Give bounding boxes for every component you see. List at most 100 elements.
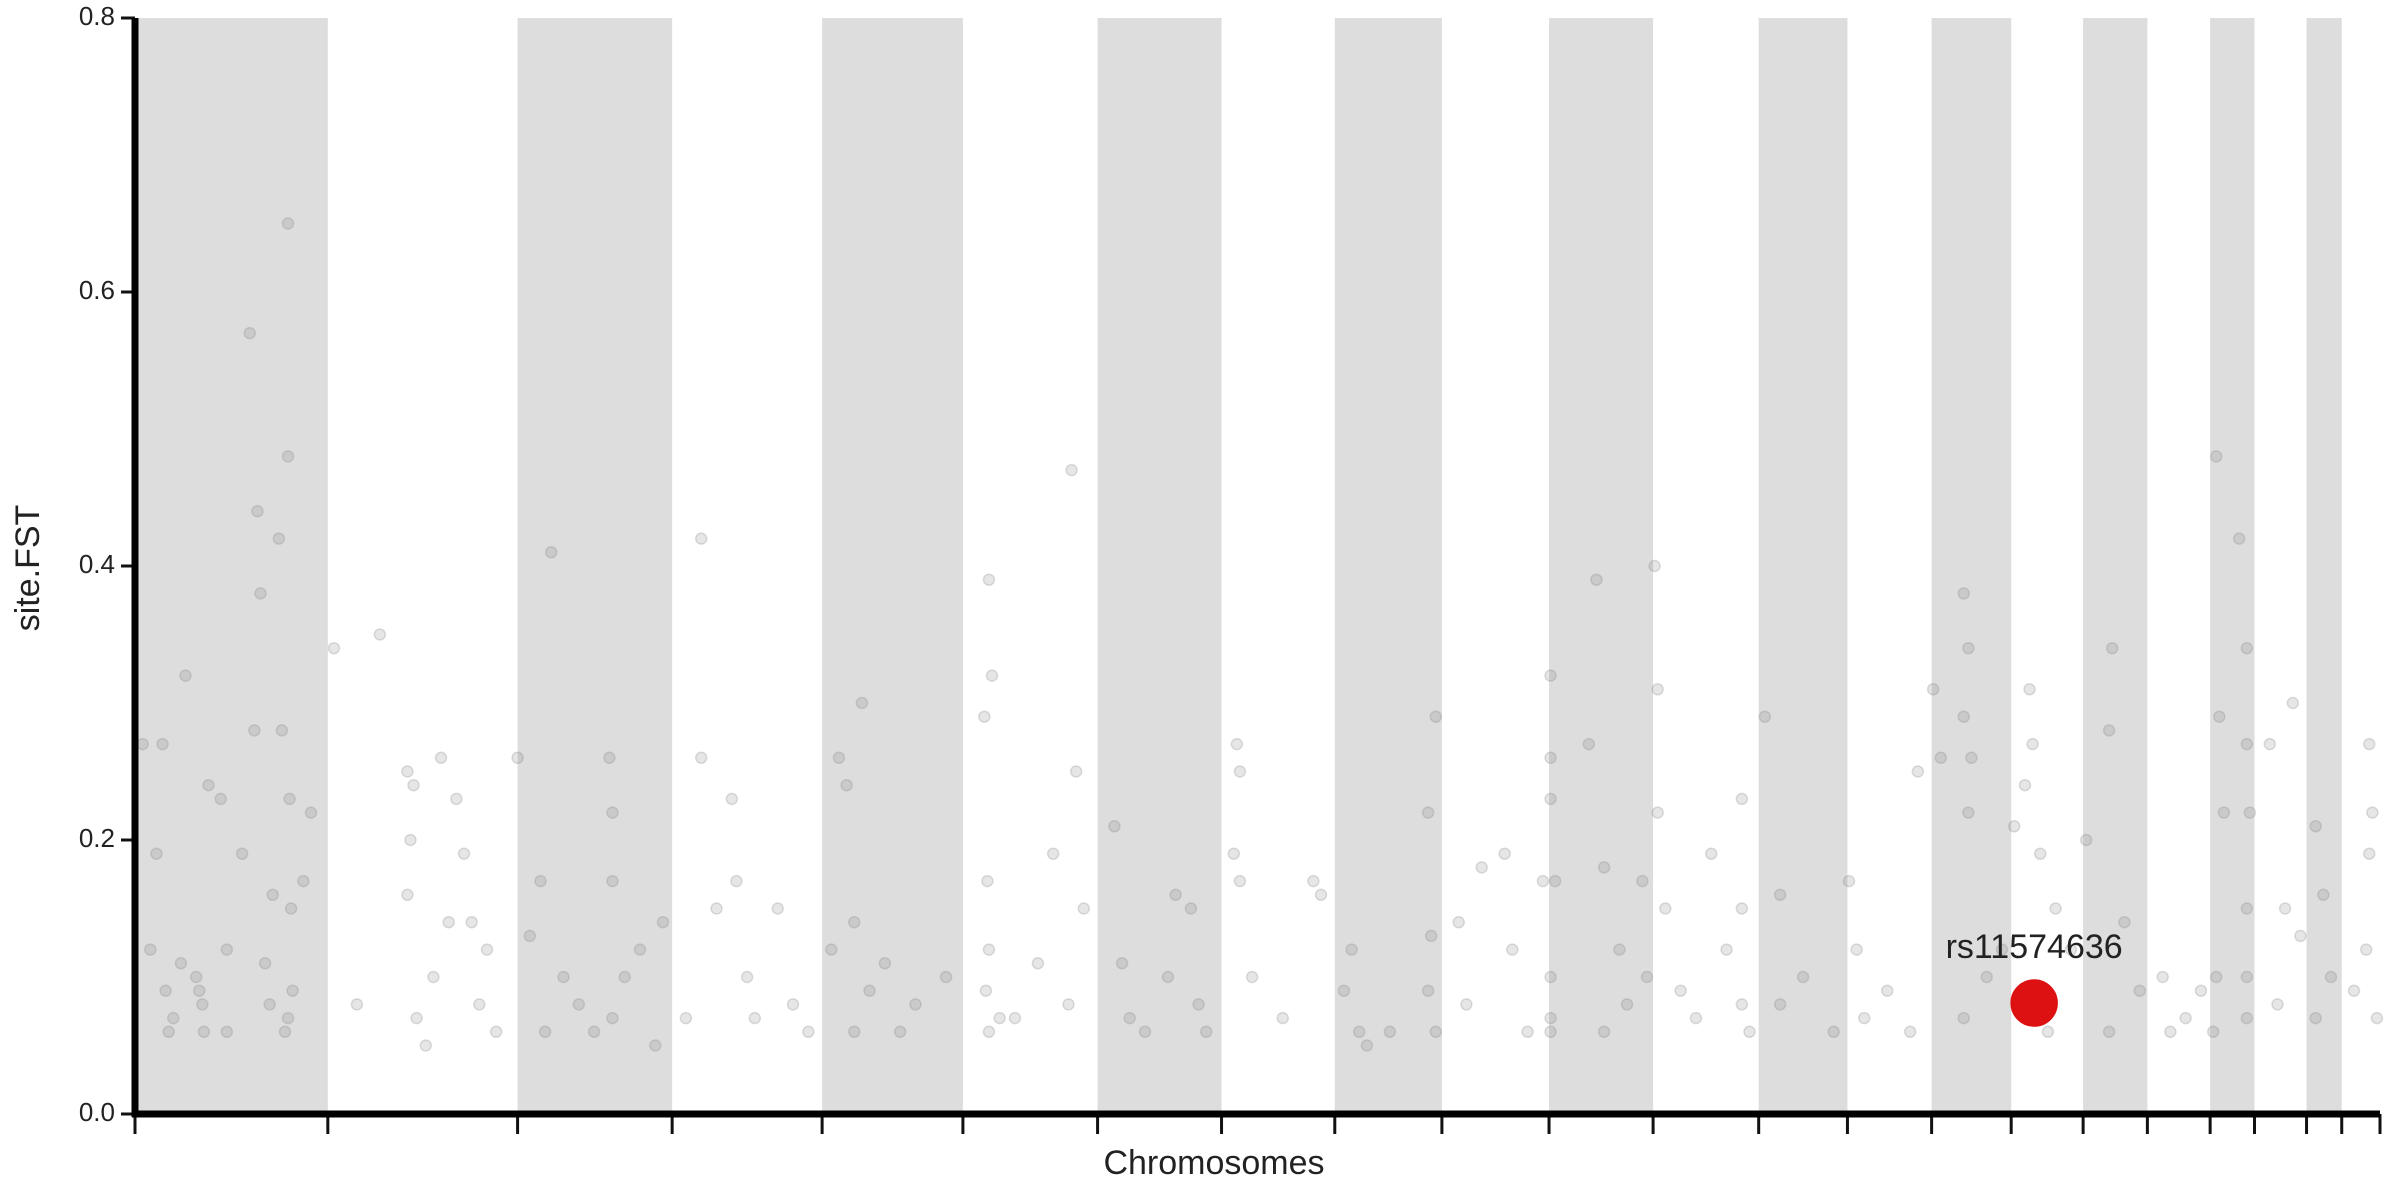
point xyxy=(893,1025,907,1039)
x-axis-label: Chromosomes xyxy=(1103,1144,1324,1182)
point xyxy=(2324,970,2338,984)
point xyxy=(1345,943,1358,956)
point xyxy=(1276,1011,1290,1025)
point xyxy=(1230,737,1244,751)
point xyxy=(2271,998,2284,1011)
point xyxy=(1460,998,1473,1011)
point xyxy=(979,984,993,997)
point xyxy=(802,1025,815,1039)
point xyxy=(1704,847,1718,860)
point xyxy=(679,1011,693,1025)
point xyxy=(2363,737,2376,751)
point xyxy=(2370,1011,2384,1025)
point xyxy=(350,998,364,1011)
point xyxy=(283,792,296,806)
point xyxy=(1108,820,1121,833)
point xyxy=(1758,710,1772,723)
point xyxy=(1934,751,1948,765)
point xyxy=(404,833,417,847)
chromosome-band xyxy=(2306,18,2342,1114)
point xyxy=(2286,696,2300,710)
point xyxy=(159,984,172,997)
point xyxy=(1337,984,1351,997)
point xyxy=(297,874,310,888)
point xyxy=(1421,806,1435,819)
point xyxy=(1620,998,1634,1011)
point xyxy=(2156,970,2169,984)
point xyxy=(266,888,279,902)
point xyxy=(2041,1025,2055,1039)
point xyxy=(694,532,708,545)
y-tick-label: 0.8 xyxy=(79,1,115,31)
point xyxy=(606,1011,619,1025)
point xyxy=(985,669,999,682)
point xyxy=(243,326,257,340)
point xyxy=(220,1025,234,1039)
point xyxy=(740,970,754,984)
point xyxy=(2105,641,2119,655)
chromosome-band xyxy=(135,18,328,1114)
chromosome-band xyxy=(2210,18,2255,1114)
point xyxy=(284,902,298,915)
point xyxy=(1475,861,1488,874)
point xyxy=(878,957,892,970)
point xyxy=(587,1025,601,1039)
point xyxy=(545,546,558,559)
point xyxy=(1227,847,1241,860)
point xyxy=(136,737,149,751)
point xyxy=(327,641,341,655)
point xyxy=(1720,943,1733,956)
point xyxy=(1850,943,1863,956)
point xyxy=(1184,902,1198,915)
point xyxy=(1735,792,1749,806)
point xyxy=(1648,559,1661,573)
chromosome-band xyxy=(1097,18,1222,1114)
point xyxy=(1674,984,1687,997)
y-tick-label: 0.6 xyxy=(79,275,115,305)
point xyxy=(1962,806,1975,819)
point xyxy=(419,1039,433,1052)
point xyxy=(281,450,295,463)
point xyxy=(1613,943,1626,956)
point xyxy=(1521,1025,1534,1039)
point xyxy=(748,1011,762,1025)
point xyxy=(275,724,289,737)
point xyxy=(2194,984,2208,997)
point xyxy=(855,696,869,710)
point xyxy=(193,984,206,997)
point xyxy=(1065,463,1078,477)
point xyxy=(2263,737,2277,751)
point xyxy=(1161,970,1175,984)
point xyxy=(710,902,723,915)
point xyxy=(1980,970,1993,984)
point xyxy=(373,628,387,641)
point xyxy=(2294,929,2307,943)
point xyxy=(1689,1011,1703,1025)
point xyxy=(832,751,846,765)
point xyxy=(401,888,414,902)
point xyxy=(2240,970,2254,984)
point xyxy=(407,778,420,792)
point xyxy=(162,1025,175,1039)
point xyxy=(1008,1011,1022,1025)
point xyxy=(2210,970,2223,984)
point xyxy=(1062,998,1075,1011)
point xyxy=(235,847,249,860)
point xyxy=(2240,902,2254,915)
point xyxy=(2278,902,2292,915)
point xyxy=(523,929,537,943)
point xyxy=(1383,1025,1397,1039)
y-axis-label: site.FST xyxy=(9,505,47,632)
point xyxy=(304,806,318,819)
y-tick-label: 0.0 xyxy=(79,1097,115,1127)
point xyxy=(2023,683,2036,696)
point xyxy=(1536,874,1550,888)
point xyxy=(771,902,784,915)
point xyxy=(1192,998,1205,1011)
point xyxy=(1773,998,1787,1011)
point xyxy=(1307,874,1320,888)
point xyxy=(2079,833,2093,847)
highlight-point xyxy=(2010,979,2058,1027)
point xyxy=(457,847,471,860)
point xyxy=(2034,847,2047,860)
